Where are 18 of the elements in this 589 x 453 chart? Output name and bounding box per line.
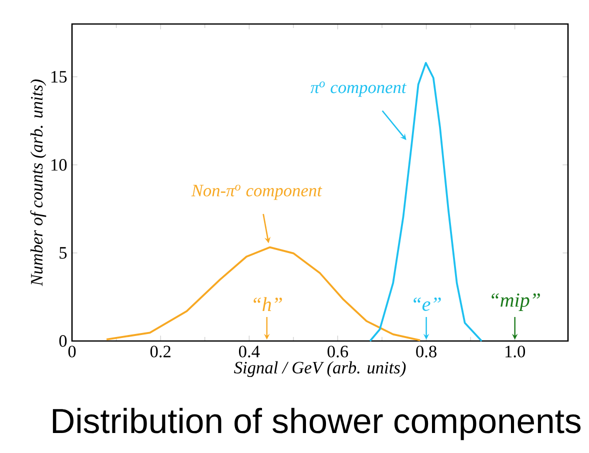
y-tick-label: 0 bbox=[59, 335, 67, 347]
x-tick-label: 0.8 bbox=[416, 346, 436, 358]
ref-line-label: “e” bbox=[414, 297, 441, 311]
x-tick-label: 0.2 bbox=[150, 346, 170, 358]
x-tick-label: 1.0 bbox=[506, 346, 526, 358]
text: Distribution of shower components bbox=[52, 408, 581, 440]
x-tick-label: 0.4 bbox=[238, 346, 260, 358]
y-tick-label: 5 bbox=[60, 247, 67, 259]
y-tick-label: 10 bbox=[51, 159, 67, 171]
series-label: π$^{o}$ component bbox=[310, 82, 407, 97]
x-tick-label: 0.6 bbox=[328, 346, 348, 358]
x-axis-title: Signal / GeV (arb. units) bbox=[234, 361, 406, 377]
y-tick-label: 15 bbox=[51, 71, 67, 83]
y-axis-title: Number of counts (arb. units) bbox=[30, 80, 46, 286]
ref-line-label: “mip” bbox=[492, 293, 540, 311]
ref-line-label: “h” bbox=[254, 297, 282, 311]
text: Non-π$^{o}$ component bbox=[191, 184, 322, 200]
x-tick-label: 0 bbox=[68, 346, 76, 358]
